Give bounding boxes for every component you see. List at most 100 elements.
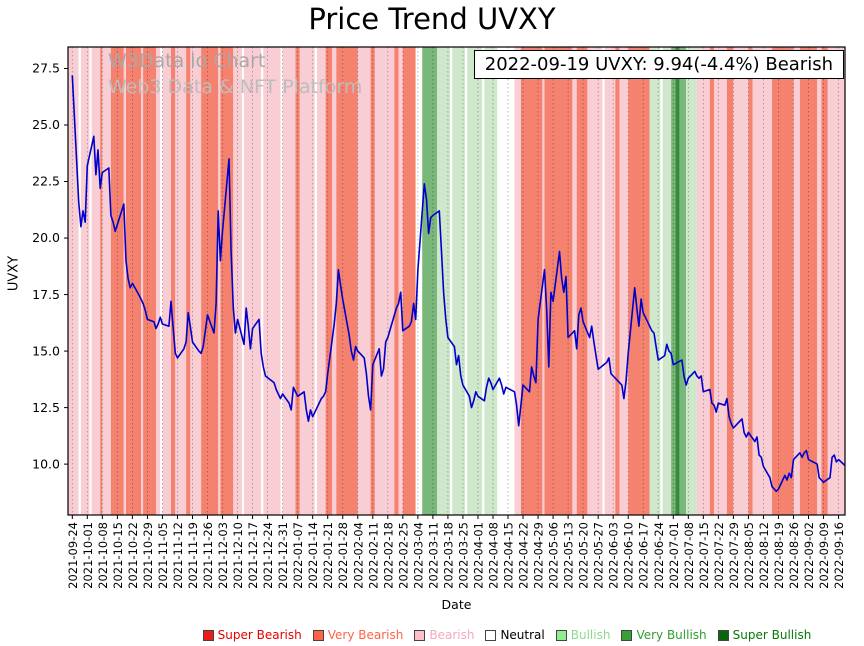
sentiment-band-very-bearish [110, 47, 124, 515]
x-tick-label: 2022-04-29 [532, 522, 546, 589]
sentiment-band-neutral [261, 47, 264, 515]
x-tick-label: 2021-12-24 [261, 522, 275, 589]
sentiment-band-neutral [602, 47, 605, 515]
x-axis-label: Date [441, 597, 472, 612]
legend-item-bearish: Bearish [414, 628, 474, 642]
x-tick-label: 2022-08-19 [772, 522, 786, 589]
sentiment-band-bearish [733, 47, 749, 515]
legend-swatch-bullish [555, 629, 567, 641]
x-tick-label: 2022-03-25 [456, 522, 470, 589]
uvxy-price-line [71, 75, 846, 493]
latest-price-annotation: 2022-09-19 UVXY: 9.94(-4.4%) Bearish [473, 50, 844, 79]
x-tick-label: 2022-03-18 [441, 522, 455, 589]
sentiment-band-bullish [467, 47, 483, 515]
x-tick-label: 2021-12-31 [276, 522, 290, 589]
sentiment-band-bearish [619, 47, 629, 515]
x-tick-label: 2022-07-08 [682, 522, 696, 589]
sentiment-band-very-bullish [679, 47, 687, 515]
x-tick-label: 2021-09-24 [66, 522, 80, 589]
sentiment-band-very-bearish [171, 47, 176, 515]
legend-item-super-bullish: Super Bullish [717, 628, 812, 642]
y-tick-label: 22.5 [32, 174, 60, 189]
x-tick-label: 2022-03-04 [411, 522, 425, 589]
legend-swatch-super-bullish [717, 629, 729, 641]
legend-label-super-bearish: Super Bearish [217, 628, 302, 642]
sentiment-band-bearish [80, 47, 90, 515]
legend-label-very-bullish: Very Bullish [636, 628, 707, 642]
x-tick-label: 2021-10-22 [126, 522, 140, 589]
y-tick-label: 25.0 [32, 117, 60, 132]
sentiment-band-bearish [817, 47, 822, 515]
x-tick-label: 2022-02-18 [381, 522, 395, 589]
x-tick-label: 2022-05-06 [547, 522, 561, 589]
x-tick-label: 2022-08-12 [757, 522, 771, 589]
legend-label-super-bullish: Super Bullish [732, 628, 812, 642]
sentiment-band-very-bearish [628, 47, 650, 515]
x-tick-label: 2022-09-16 [832, 522, 846, 589]
legend-item-very-bullish: Very Bullish [621, 628, 707, 642]
sentiment-band-bearish [233, 47, 242, 515]
y-axis-label: UVXY [6, 255, 22, 292]
x-tick-label: 2022-01-21 [321, 522, 335, 589]
sentiment-band-bearish [827, 47, 845, 515]
sentiment-band-bullish [649, 47, 661, 515]
watermark-line-2: Web3 Data & NFT Platform [108, 76, 363, 98]
y-tick-label: 27.5 [32, 61, 60, 76]
sentiment-band-very-bearish [394, 47, 399, 515]
sentiment-band-bearish [514, 47, 521, 515]
sentiment-band-very-bearish [370, 47, 375, 515]
sentiment-band-very-bullish [671, 47, 676, 515]
sentiment-band-neutral [482, 47, 485, 515]
legend-item-neutral: Neutral [485, 628, 545, 642]
sentiment-band-super-bullish [675, 47, 680, 515]
x-tick-label: 2022-05-27 [592, 522, 606, 589]
sentiment-band-bearish [317, 47, 326, 515]
legend-swatch-super-bearish [202, 629, 214, 641]
sentiment-band-very-bearish [126, 47, 141, 515]
sentiment-band-very-bearish [821, 47, 828, 515]
sentiment-band-very-bearish [186, 47, 191, 515]
x-tick-label: 2022-01-28 [336, 522, 350, 589]
sentiment-band-bearish [398, 47, 403, 515]
sentiment-band-very-bearish [709, 47, 715, 515]
sentiment-band-bearish [91, 47, 101, 515]
x-tick-label: 2021-12-17 [246, 522, 260, 589]
sentiment-band-very-bearish [201, 47, 219, 515]
sentiment-band-bearish [175, 47, 186, 515]
sentiment-band-bearish [282, 47, 296, 515]
chart-title: Price Trend UVXY [308, 2, 556, 36]
sentiment-band-neutral [160, 47, 163, 515]
legend-label-very-bearish: Very Bearish [327, 628, 404, 642]
x-tick-label: 2022-01-07 [291, 522, 305, 589]
sentiment-band-bearish [68, 47, 79, 515]
sentiment-band-very-bearish [748, 47, 753, 515]
x-tick-label: 2022-07-15 [697, 522, 711, 589]
x-tick-label: 2022-07-22 [712, 522, 726, 589]
sentiment-band-bearish [587, 47, 603, 515]
sentiment-band-neutral [497, 47, 515, 515]
sentiment-band-bearish [714, 47, 727, 515]
x-tick-label: 2021-10-08 [96, 522, 110, 589]
x-tick-label: 2022-05-20 [577, 522, 591, 589]
sentiment-legend: Super Bearish Very Bearish Bearish Neutral B… [150, 628, 864, 642]
sentiment-band-bearish [244, 47, 262, 515]
x-tick-label: 2022-06-17 [637, 522, 651, 589]
sentiment-band-neutral [415, 47, 423, 515]
x-tick-label: 2021-10-29 [141, 522, 155, 589]
x-tick-label: 2022-09-02 [802, 522, 816, 589]
sentiment-band-neutral [660, 47, 663, 515]
x-tick-label: 2022-02-11 [366, 522, 380, 589]
sentiment-band-neutral [465, 47, 468, 515]
y-tick-label: 15.0 [32, 343, 60, 358]
sentiment-band-bearish [696, 47, 710, 515]
x-tick-label: 2022-08-05 [742, 522, 756, 589]
x-tick-label: 2022-06-24 [652, 522, 666, 589]
legend-swatch-bearish [414, 629, 426, 641]
x-tick-label: 2021-10-15 [111, 522, 125, 589]
sentiment-band-bearish [357, 47, 371, 515]
x-tick-label: 2021-11-12 [171, 522, 185, 589]
sentiment-band-bullish [686, 47, 697, 515]
x-tick-label: 2022-02-25 [396, 522, 410, 589]
x-tick-label: 2022-01-14 [306, 522, 320, 589]
x-tick-label: 2022-04-22 [517, 522, 531, 589]
